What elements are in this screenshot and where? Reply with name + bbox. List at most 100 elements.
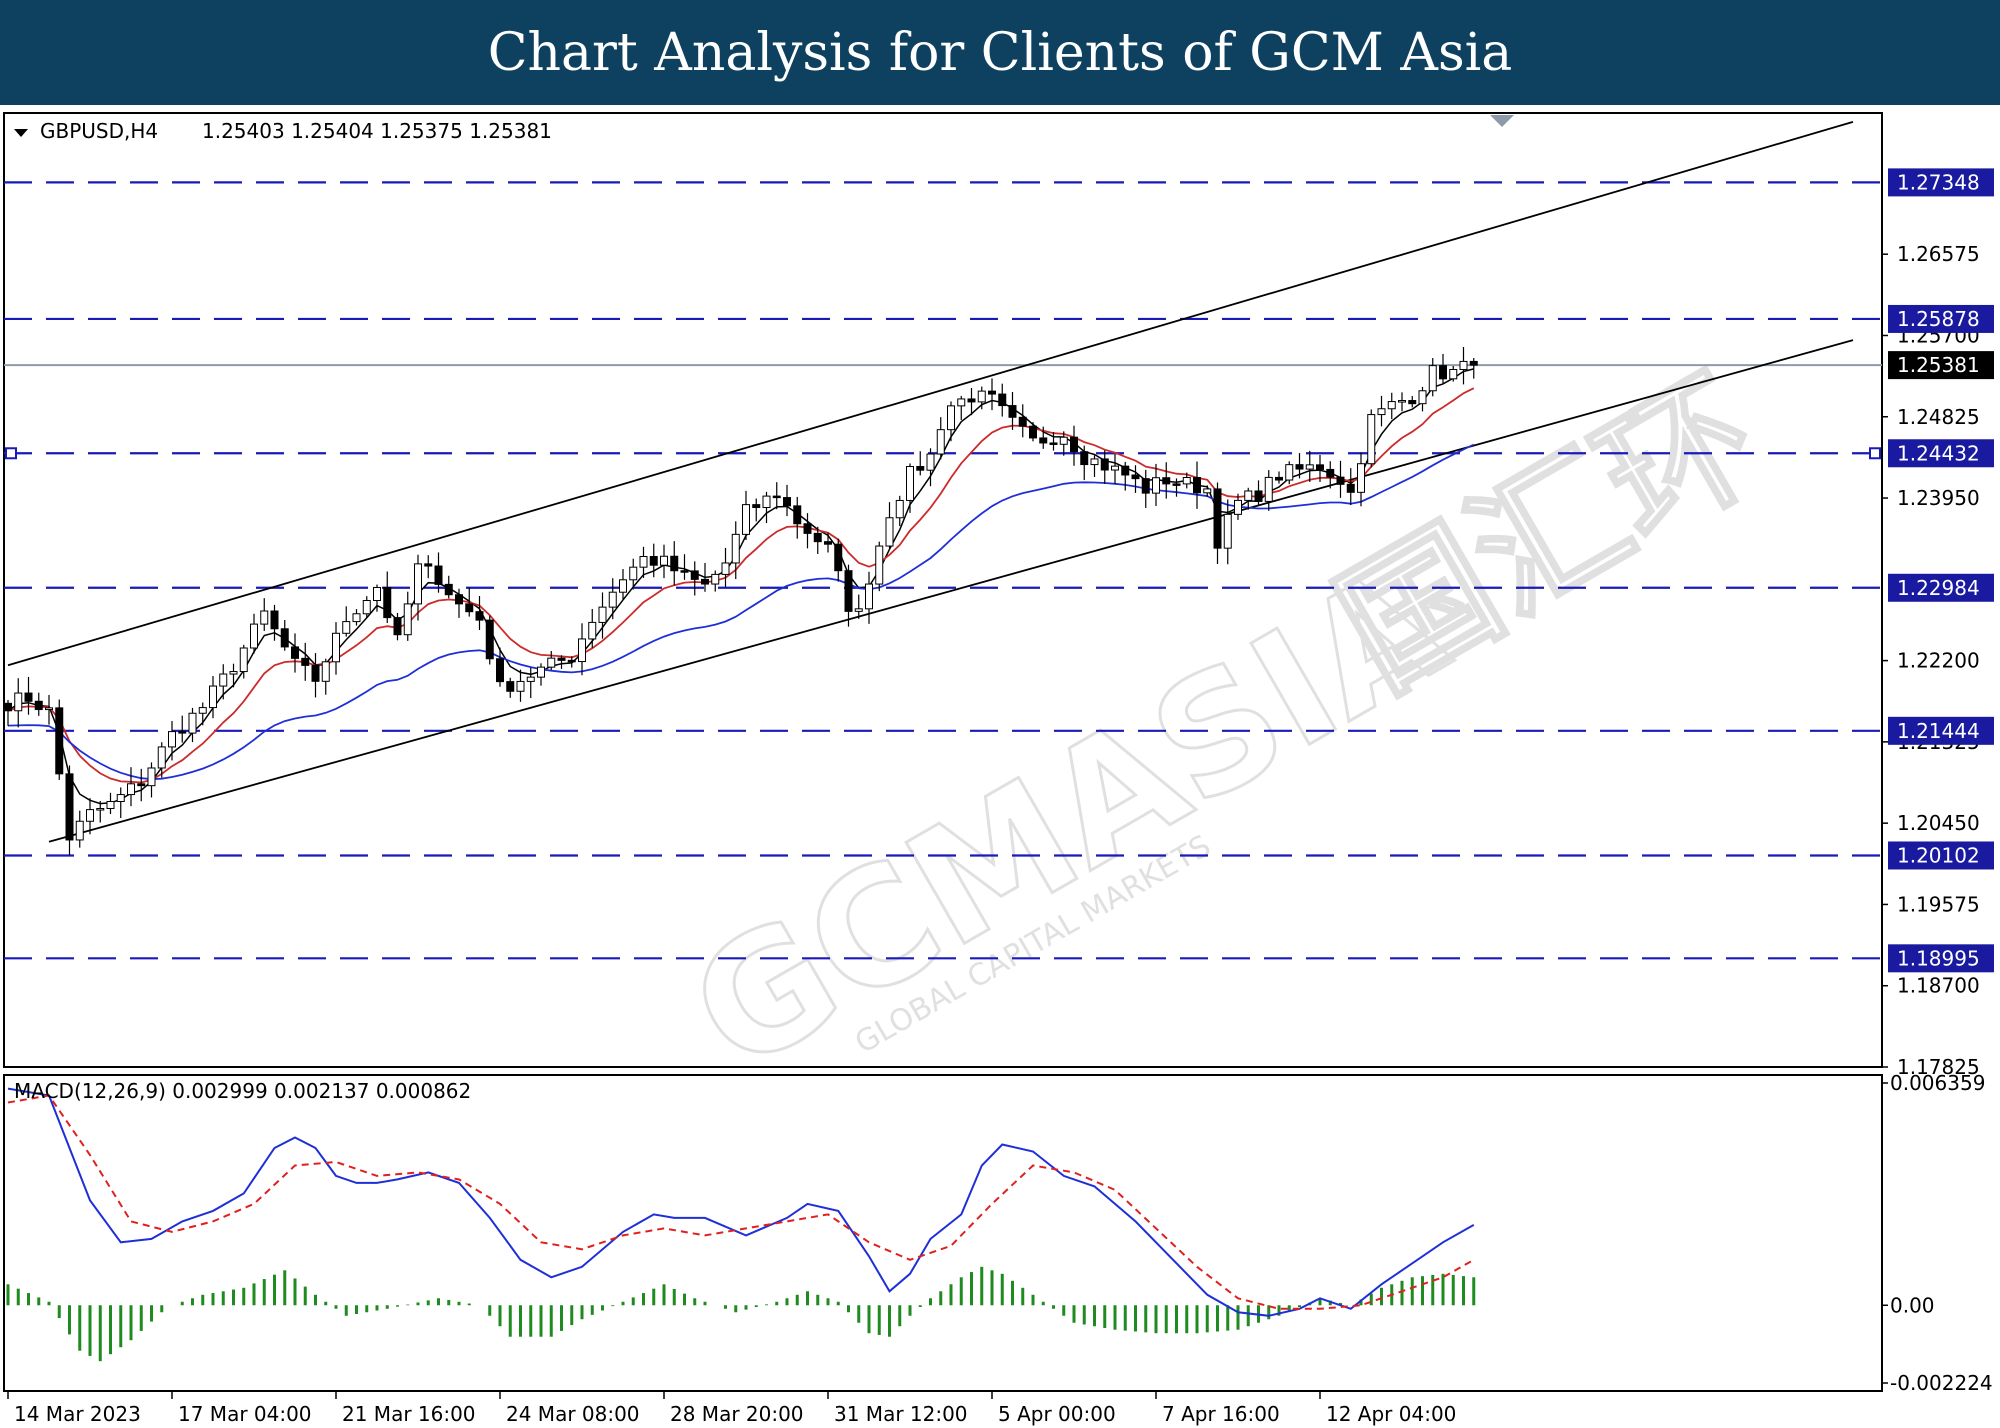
- candle-bull: [414, 563, 422, 605]
- candle-bear: [475, 611, 484, 621]
- candle-bull: [116, 794, 125, 802]
- candle-bull: [75, 820, 84, 841]
- candle-bear: [1049, 442, 1058, 445]
- candle-bull: [1223, 513, 1232, 549]
- macd-pane-border: [3, 1074, 1883, 1392]
- watermark: GCMASIA 国汇环 GLOBAL CAPITAL MARKETS: [660, 345, 1790, 1109]
- candle-bear: [680, 570, 689, 573]
- price-tick-label: 1.18700: [1897, 974, 1980, 998]
- candle-bear: [55, 707, 64, 775]
- candle-bear: [506, 681, 515, 692]
- candle-bull: [260, 610, 269, 625]
- candle-bear: [803, 523, 812, 534]
- time-tick-label: 17 Mar 04:00: [178, 1402, 312, 1426]
- candle-bear: [1469, 360, 1478, 366]
- candle-bear: [1080, 451, 1089, 466]
- candle-bear: [270, 610, 279, 630]
- candle-bear: [834, 543, 843, 572]
- candle-bull: [537, 666, 545, 678]
- candle-bull: [936, 429, 945, 455]
- time-tick-label: 14 Mar 2023: [14, 1402, 141, 1426]
- level-tag-label: 1.22984: [1897, 576, 1980, 600]
- level-tag-bg: [1888, 573, 1994, 602]
- candle-bear: [434, 565, 443, 585]
- chart-title: Chart Analysis for Clients of GCM Asia: [487, 22, 1513, 83]
- candle-bull: [629, 566, 638, 581]
- candle-bear: [1172, 483, 1181, 486]
- price-tick-label: 1.22200: [1897, 649, 1980, 673]
- candle-bull: [250, 623, 258, 649]
- candle-bear: [4, 702, 12, 712]
- time-tick-label: 21 Mar 16:00: [342, 1402, 476, 1426]
- level-tag-label: 1.27348: [1897, 170, 1980, 194]
- candle-bull: [239, 647, 248, 673]
- candle-bull: [362, 600, 371, 615]
- candle-bear: [1070, 436, 1078, 453]
- candle-bull: [198, 707, 207, 714]
- candle-bear: [1029, 425, 1037, 439]
- ma-slow-line: [7, 443, 1475, 781]
- candle-bull: [342, 621, 351, 634]
- price-tick-label: 1.20450: [1897, 811, 1980, 835]
- candle-bull: [854, 608, 863, 612]
- candle-bear: [455, 594, 463, 605]
- candle-bull: [1182, 477, 1191, 485]
- macd-tick-label: 0.006359: [1890, 1071, 1985, 1095]
- time-tick-label: 31 Mar 12:00: [834, 1402, 968, 1426]
- time-tick-label: 12 Apr 04:00: [1326, 1402, 1456, 1426]
- time-axis: 14 Mar 2023 17 Mar 04:00 21 Mar 16:00 24 Ma…: [7, 1391, 1456, 1426]
- time-tick-label: 28 Mar 20:00: [670, 1402, 804, 1426]
- candle-bear: [1326, 468, 1335, 478]
- candle-bull: [1090, 458, 1099, 466]
- candle-bull: [403, 603, 412, 636]
- candle-bull: [229, 671, 238, 675]
- candle-bear: [444, 583, 453, 596]
- candle-bull: [885, 517, 894, 547]
- candle-bull: [977, 390, 986, 403]
- candlesticks: [4, 346, 1478, 856]
- candle-bear: [311, 664, 320, 682]
- candle-bull: [1377, 408, 1386, 416]
- candle-bear: [1018, 416, 1027, 427]
- macd-tick-label: -0.002224: [1890, 1371, 1993, 1395]
- candle-bull: [1357, 463, 1365, 493]
- candle-bull: [209, 685, 217, 709]
- candle-bull: [1449, 368, 1458, 380]
- candle-bear: [557, 657, 566, 661]
- level-tag-label: 1.20102: [1897, 843, 1980, 867]
- candle-bull: [168, 731, 176, 748]
- candle-bull: [86, 809, 94, 822]
- candle-bull: [660, 555, 668, 566]
- candle-bear: [1193, 477, 1201, 494]
- candle-bear: [1254, 490, 1263, 502]
- candle-bear: [1121, 465, 1130, 476]
- time-tick-label: 5 Apr 00:00: [998, 1402, 1116, 1426]
- current-price-tag-label: 1.25381: [1897, 353, 1980, 377]
- chart-shift-marker[interactable]: [1490, 115, 1514, 127]
- chart-area: GCMASIA 国汇环 GLOBAL CAPITAL MARKETS 1.265…: [3, 112, 1994, 1426]
- candle-bull: [1111, 465, 1119, 471]
- level-anchor-right[interactable]: [1869, 447, 1881, 460]
- level-tag-bg: [1888, 944, 1994, 973]
- level-anchor-left[interactable]: [5, 447, 17, 460]
- channel-line: [48, 339, 1854, 843]
- main-pane-border: [3, 112, 1883, 1068]
- candle-bull: [373, 586, 381, 602]
- level-tag-bg: [1888, 439, 1994, 468]
- level-tag-label: 1.21444: [1897, 719, 1980, 743]
- candle-bear: [701, 578, 709, 585]
- symbol-dropdown-icon[interactable]: [14, 129, 28, 137]
- level-tag-bg: [1888, 841, 1994, 870]
- candle-bull: [219, 673, 228, 687]
- candle-bull: [1203, 488, 1212, 494]
- candle-bear: [1213, 488, 1222, 549]
- price-tick-label: 1.24825: [1897, 405, 1980, 429]
- candle-bear: [824, 541, 832, 545]
- candle-bull: [1428, 365, 1437, 392]
- candle-bear: [383, 586, 392, 619]
- price-tick-label: 1.26575: [1897, 242, 1980, 266]
- candle-bull: [1264, 476, 1273, 502]
- candle-bear: [496, 658, 504, 683]
- candle-bull: [1305, 464, 1314, 470]
- price-tick-label: 1.23950: [1897, 486, 1980, 510]
